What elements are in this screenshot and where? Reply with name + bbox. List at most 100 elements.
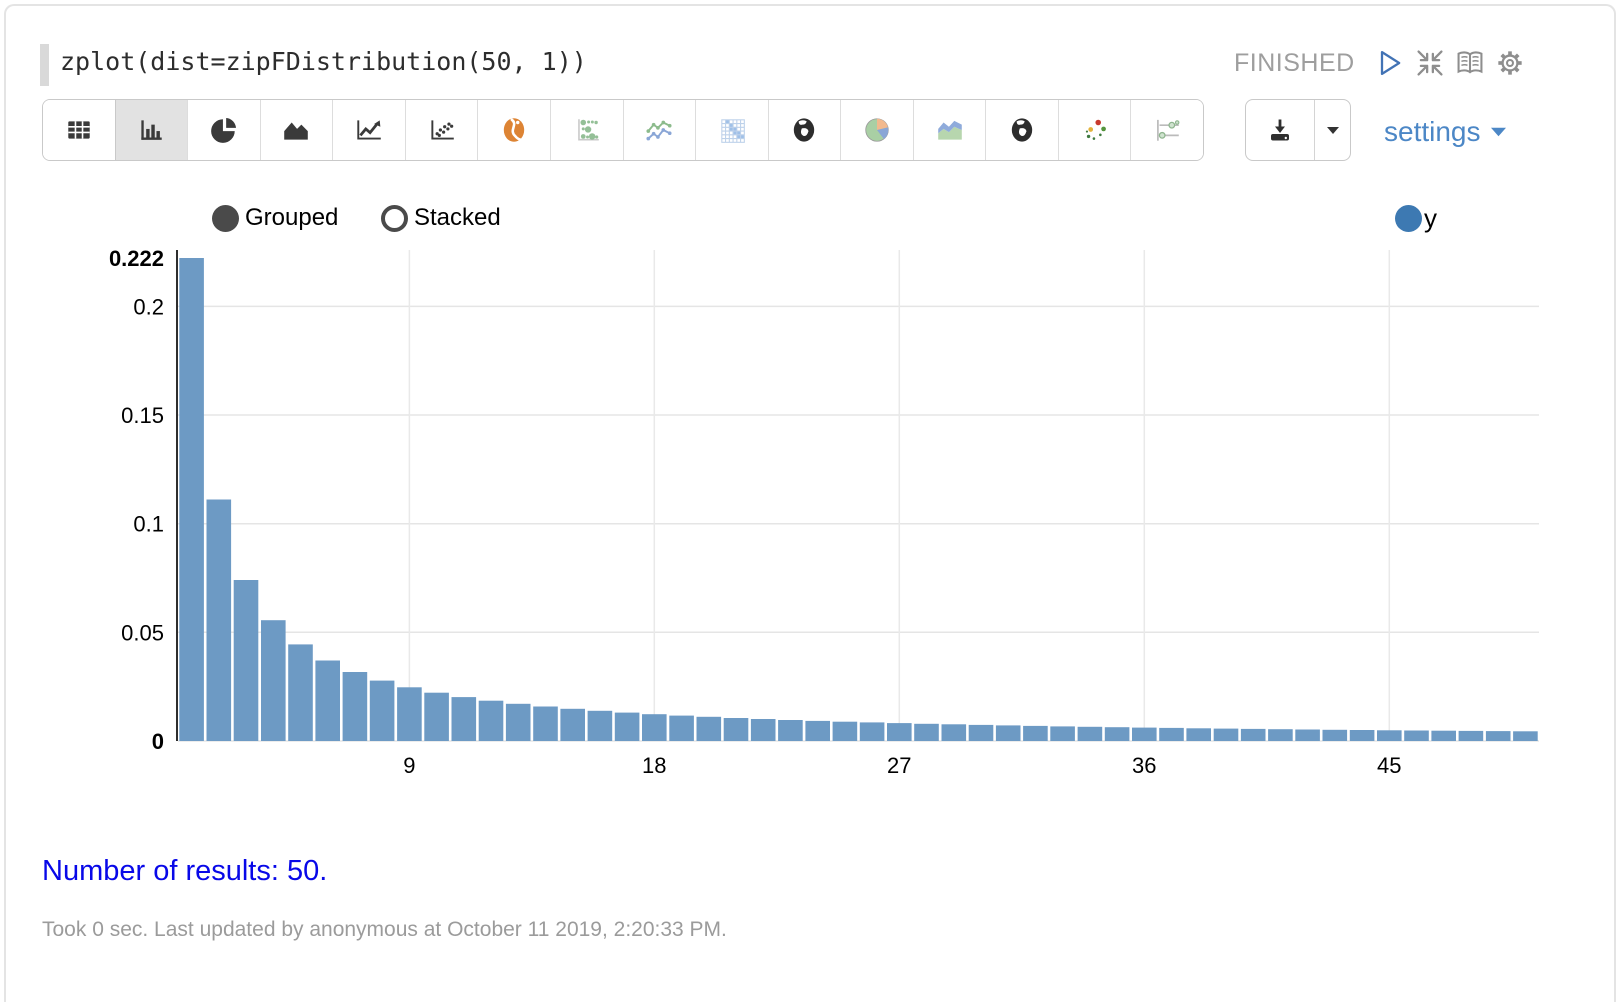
chart-type-area-pastel-button[interactable]: [912, 100, 986, 160]
bar-chart: 0 0.05 0.1 0.15 0.2 0.222 9 18 27 36 45: [109, 246, 1539, 778]
legend-item-y[interactable]: y: [1395, 203, 1437, 234]
bar[interactable]: [451, 697, 477, 741]
bar[interactable]: [696, 716, 722, 741]
pie-pastel-icon: [865, 118, 889, 142]
bar[interactable]: [1268, 729, 1293, 741]
chart-type-multi-line-button[interactable]: [622, 100, 696, 160]
bar[interactable]: [424, 692, 449, 741]
chart-type-toolbar: [42, 99, 1204, 161]
globe-dark-icon-2: [1011, 118, 1033, 142]
stacked-label: Stacked: [414, 204, 501, 231]
settings-label: settings: [1384, 116, 1481, 147]
code-gutter-bar: [40, 44, 49, 86]
bar[interactable]: [750, 719, 776, 741]
status-badge: FINISHED: [1234, 49, 1355, 77]
bar[interactable]: [1050, 726, 1075, 741]
chart-type-sliders-button[interactable]: [1130, 100, 1203, 160]
chart-type-bar-button[interactable]: [114, 100, 188, 160]
x-axis-label: 18: [642, 753, 666, 778]
run-button[interactable]: [1374, 47, 1406, 79]
chart-type-table-button[interactable]: [43, 100, 115, 160]
area-pastel-icon: [937, 120, 962, 140]
bar[interactable]: [859, 722, 885, 741]
bar[interactable]: [369, 680, 395, 741]
bar[interactable]: [587, 710, 613, 741]
x-axis-label: 36: [1132, 753, 1156, 778]
link-paragraph-button[interactable]: [1454, 47, 1486, 79]
heatmap-icon: [721, 119, 745, 143]
settings-gear-button[interactable]: [1494, 47, 1526, 79]
bar[interactable]: [1240, 728, 1266, 741]
bar[interactable]: [478, 700, 504, 741]
bar[interactable]: [614, 712, 640, 741]
bar[interactable]: [1404, 730, 1429, 742]
bar[interactable]: [914, 723, 939, 741]
chart-type-line-button[interactable]: [332, 100, 405, 160]
code-editor-line[interactable]: zplot(dist=zipFDistribution(50, 1)): [60, 47, 587, 76]
grouped-label: Grouped: [245, 204, 339, 231]
bar[interactable]: [505, 703, 531, 741]
stacked-radio[interactable]: Stacked: [381, 204, 501, 232]
bar[interactable]: [642, 714, 667, 741]
bar[interactable]: [1159, 727, 1184, 741]
bar[interactable]: [995, 725, 1021, 741]
bar[interactable]: [397, 687, 422, 741]
chart-type-pie-button[interactable]: [187, 100, 260, 160]
bar[interactable]: [1431, 730, 1456, 741]
bar[interactable]: [560, 708, 585, 741]
bar[interactable]: [1186, 728, 1211, 741]
settings-button[interactable]: settings: [1384, 116, 1506, 148]
scatter-plot-icon: [430, 120, 454, 140]
bar[interactable]: [342, 672, 368, 741]
chart-type-pie-pastel-button[interactable]: [840, 100, 913, 160]
y-axis-label: 0.05: [121, 620, 164, 645]
radio-unselected-icon: [381, 204, 408, 232]
chart-type-bubble-grid-button[interactable]: [549, 100, 623, 160]
chart-type-heatmap-button[interactable]: [695, 100, 768, 160]
bar[interactable]: [315, 660, 340, 742]
bar[interactable]: [805, 720, 830, 741]
bar[interactable]: [968, 724, 994, 741]
y-axis-label: 0: [152, 729, 164, 754]
bar[interactable]: [1023, 725, 1048, 741]
collapse-button[interactable]: [1414, 47, 1446, 79]
bar[interactable]: [669, 715, 694, 741]
bar[interactable]: [1132, 727, 1157, 741]
bar[interactable]: [206, 499, 232, 742]
bar[interactable]: [1513, 731, 1538, 741]
bar[interactable]: [288, 644, 313, 741]
bar[interactable]: [1322, 729, 1348, 741]
bar[interactable]: [1458, 730, 1484, 741]
bar[interactable]: [941, 724, 967, 741]
bar[interactable]: [1349, 730, 1375, 741]
bar[interactable]: [1485, 731, 1511, 741]
chart-type-globe-orange-button[interactable]: [477, 100, 550, 160]
download-button[interactable]: [1246, 100, 1314, 160]
chart-type-globe-dark-2-button[interactable]: [985, 100, 1058, 160]
bar[interactable]: [1213, 728, 1239, 741]
bar[interactable]: [179, 258, 204, 741]
x-axis-label: 45: [1377, 753, 1401, 778]
chart-type-scatter-button[interactable]: [404, 100, 478, 160]
chart-type-scatter-colored-button[interactable]: [1057, 100, 1131, 160]
bar[interactable]: [233, 580, 259, 741]
chart-type-globe-dark-button[interactable]: [767, 100, 841, 160]
bar[interactable]: [887, 723, 912, 741]
download-options-button[interactable]: [1314, 100, 1350, 160]
chart-type-area-button[interactable]: [259, 100, 333, 160]
bar[interactable]: [1104, 727, 1130, 741]
bar[interactable]: [778, 720, 803, 741]
bar-chart-icon: [141, 120, 163, 140]
bar[interactable]: [723, 718, 749, 741]
download-button-group: [1245, 99, 1351, 161]
paragraph-card: zplot(dist=zipFDistribution(50, 1)) FINI…: [4, 4, 1616, 1002]
bar[interactable]: [533, 706, 558, 742]
bar[interactable]: [1077, 726, 1103, 741]
bar[interactable]: [1377, 730, 1402, 741]
book-icon: [1457, 51, 1483, 74]
bar[interactable]: [1295, 729, 1320, 742]
bar[interactable]: [832, 721, 858, 741]
bar[interactable]: [261, 620, 286, 741]
grouped-radio[interactable]: Grouped: [212, 204, 338, 232]
x-axis-label: 9: [403, 753, 415, 778]
